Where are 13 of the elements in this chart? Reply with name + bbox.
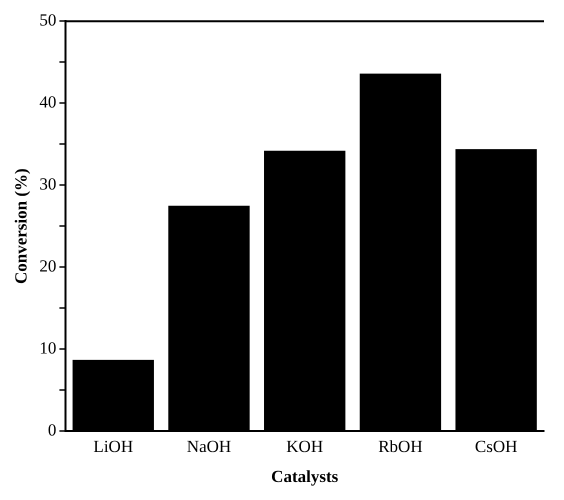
x-tick-label: LiOH: [93, 436, 134, 456]
x-tick-label: KOH: [286, 436, 324, 456]
y-tick-label: 10: [39, 338, 56, 358]
x-axis-title: Catalysts: [271, 467, 339, 486]
y-tick-label: 20: [39, 256, 56, 276]
y-tick-label: 40: [39, 92, 56, 112]
x-tick-label: RbOH: [378, 436, 423, 456]
y-tick-label: 0: [48, 420, 56, 440]
x-tick-label: NaOH: [186, 436, 232, 456]
y-axis-title: Conversion (%): [12, 168, 31, 284]
x-tick-label: CsOH: [474, 436, 518, 456]
y-tick-label: 30: [39, 174, 56, 194]
y-tick-label: 50: [39, 10, 56, 30]
